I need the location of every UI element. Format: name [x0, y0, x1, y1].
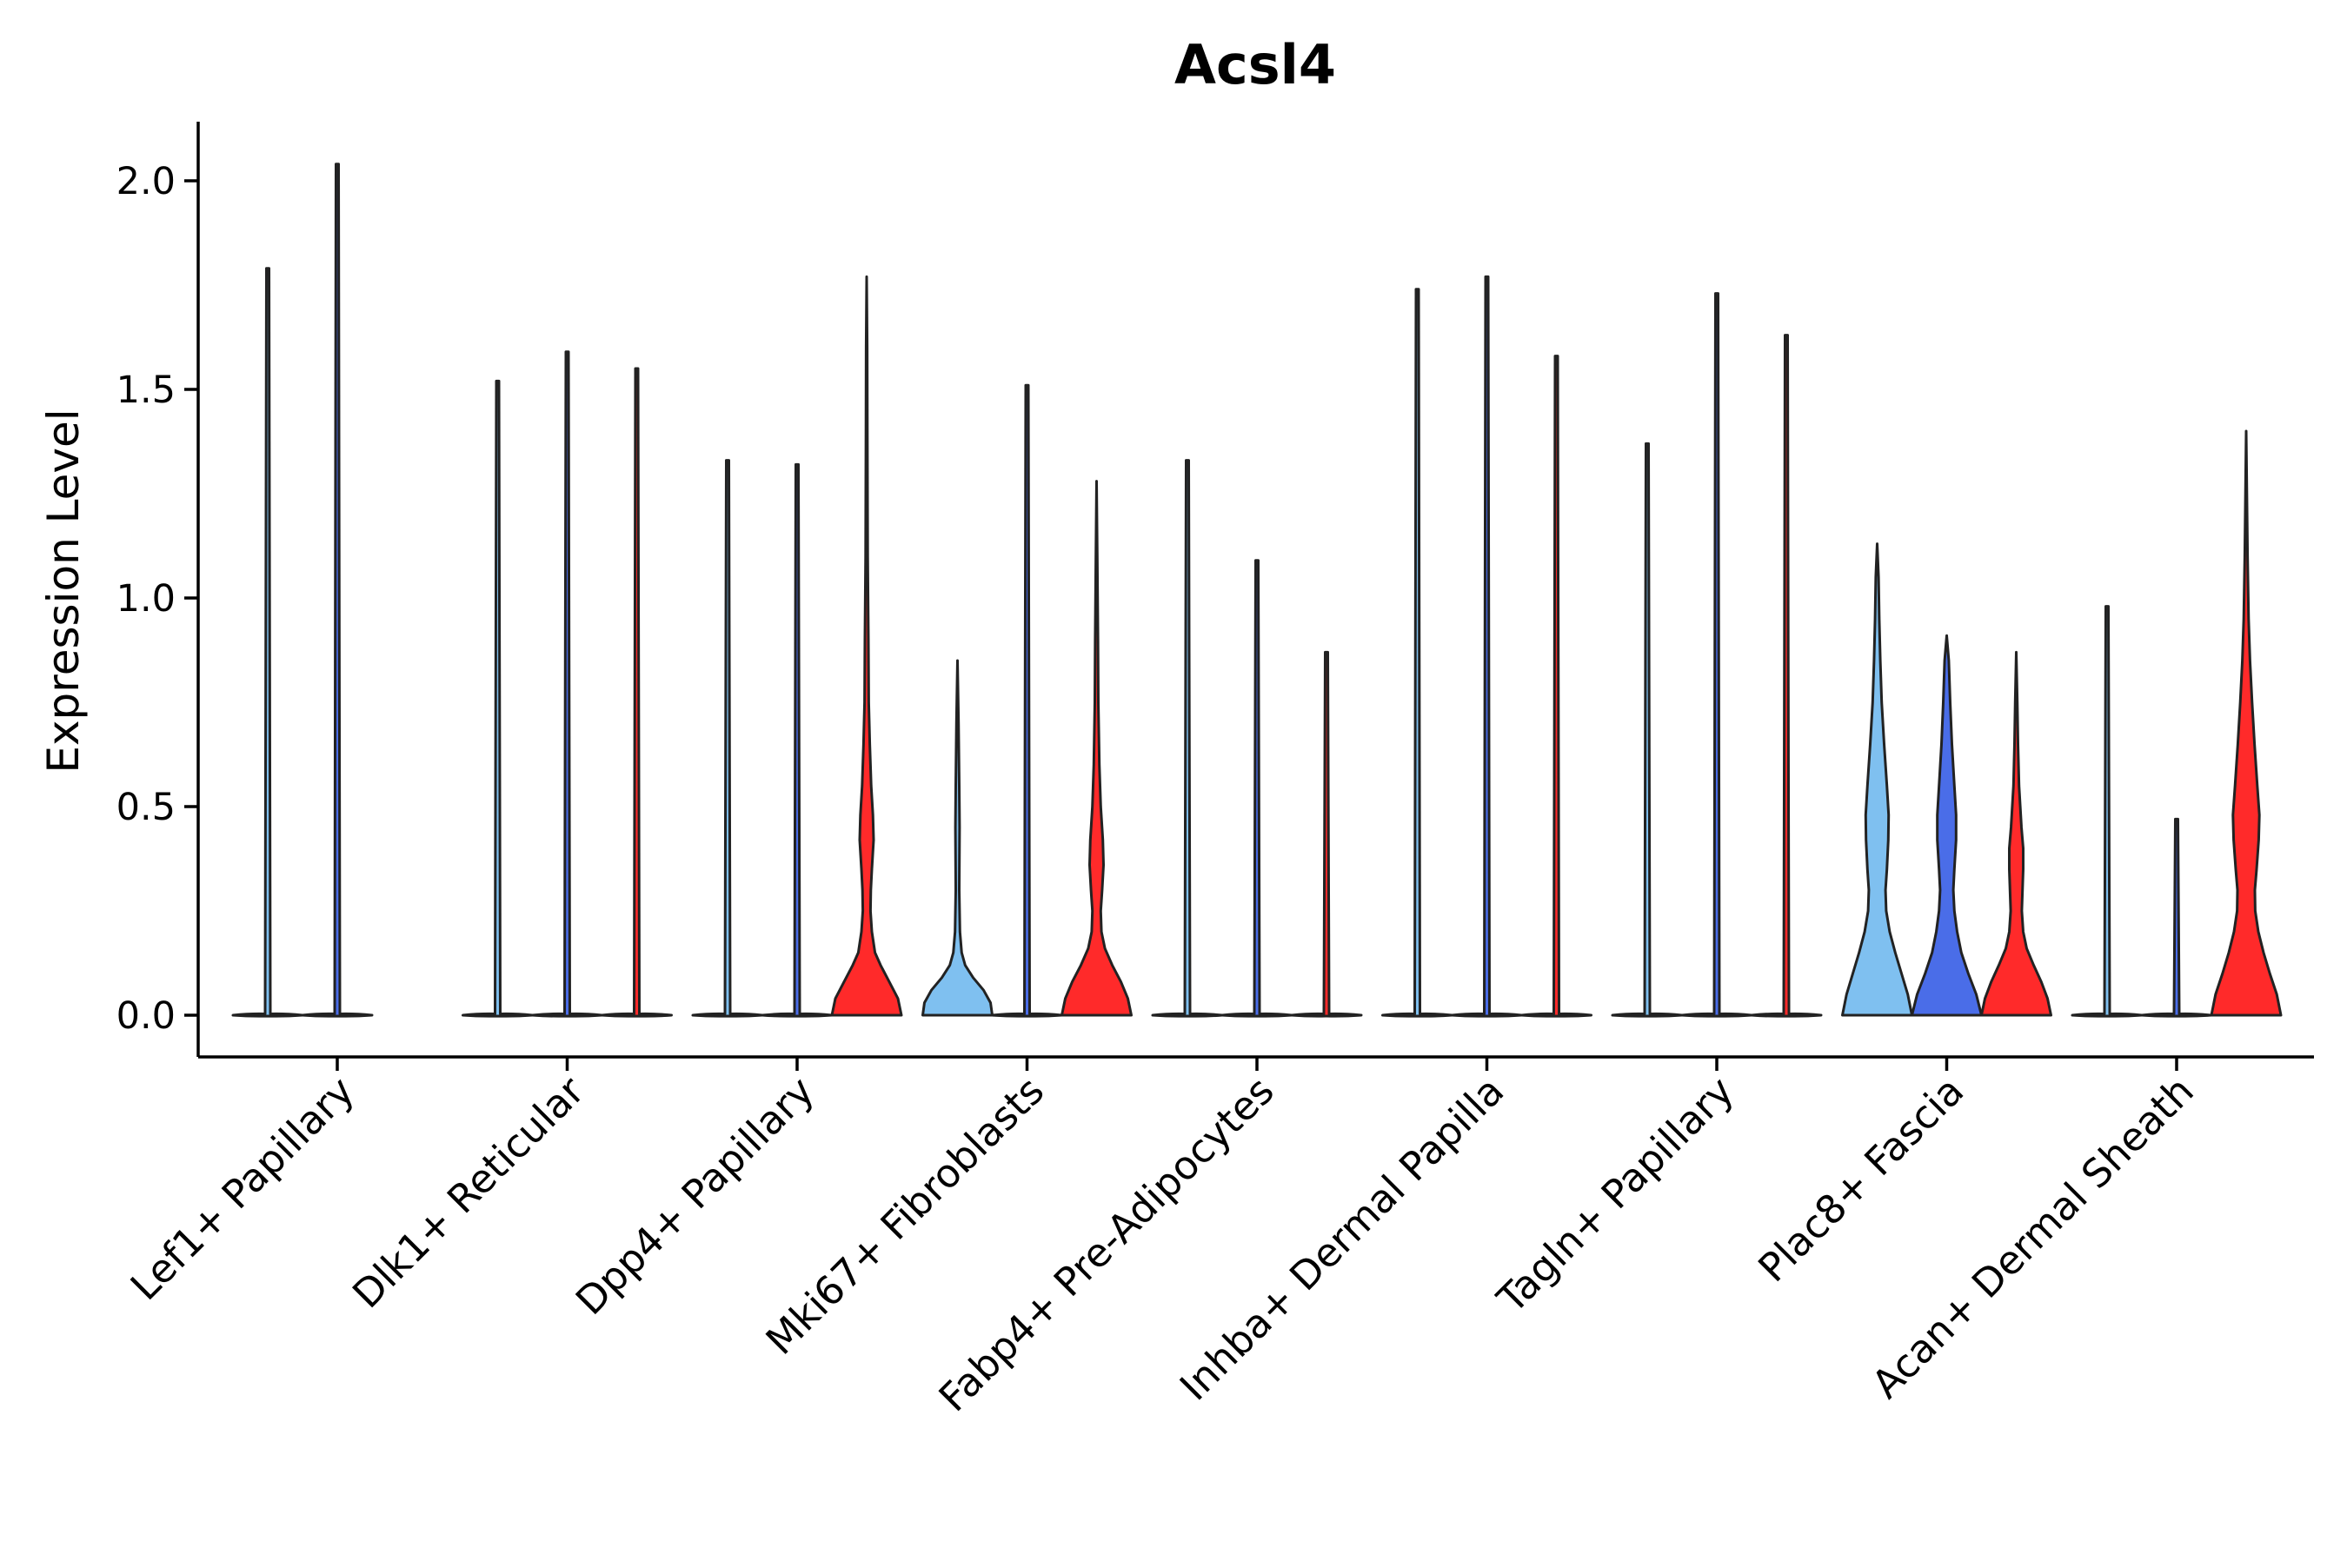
violin-2-cat-8: [1911, 634, 1983, 1017]
violin-3-cat-5: [1290, 650, 1363, 1018]
violin-1-cat-1: [231, 267, 304, 1018]
violin-1-cat-9: [2071, 605, 2144, 1018]
violin-1-cat-2: [462, 379, 534, 1018]
violin-1-cat-4: [921, 659, 994, 1017]
violin-3-cat-8: [1980, 650, 2052, 1017]
violin-1-cat-5: [1151, 459, 1224, 1018]
y-tick-label-4: 2.0: [116, 160, 176, 203]
x-tick-label-1: Dlk1+ Reticular: [343, 1067, 593, 1317]
y-axis: 0.0 0.5 1.0 1.5 2.0: [116, 122, 200, 1057]
violin-2-cat-5: [1220, 559, 1293, 1018]
y-tick-label-1: 0.5: [116, 786, 176, 829]
violin-3-cat-7: [1750, 334, 1823, 1018]
violin-3-cat-4: [1060, 480, 1133, 1017]
y-axis-label: Expression Level: [38, 409, 89, 773]
violin-3-cat-6: [1520, 355, 1592, 1018]
y-tick-label-3: 1.5: [116, 369, 176, 412]
violin-1-cat-3: [691, 459, 764, 1018]
violin-2-cat-3: [761, 462, 834, 1018]
violin-1-cat-8: [1841, 542, 1913, 1017]
chart-title: Acsl4: [1174, 33, 1336, 96]
violin-3-cat-9: [2210, 429, 2283, 1017]
violin-3-cat-2: [601, 367, 673, 1018]
violin-2-cat-9: [2140, 817, 2213, 1018]
violin-layer: [231, 163, 2283, 1018]
violin-2-cat-4: [991, 383, 1063, 1018]
violin-1-cat-6: [1381, 288, 1453, 1018]
violin-2-cat-7: [1680, 292, 1753, 1018]
violin-3-cat-3: [830, 275, 903, 1017]
y-tick-label-0: 0.0: [116, 994, 176, 1038]
y-tick-label-2: 1.0: [116, 577, 176, 621]
violin-2-cat-6: [1451, 275, 1523, 1018]
x-tick-label-7: Plac8+ Fascia: [1749, 1067, 1972, 1291]
violin-2-cat-1: [301, 163, 374, 1018]
x-tick-label-0: Lef1+ Papillary: [122, 1067, 363, 1309]
violin-1-cat-7: [1611, 442, 1684, 1018]
violin-2-cat-2: [531, 350, 603, 1018]
x-tick-label-6: Tagln+ Papillary: [1488, 1067, 1743, 1322]
x-tick-label-2: Dpp4+ Papillary: [567, 1067, 823, 1324]
